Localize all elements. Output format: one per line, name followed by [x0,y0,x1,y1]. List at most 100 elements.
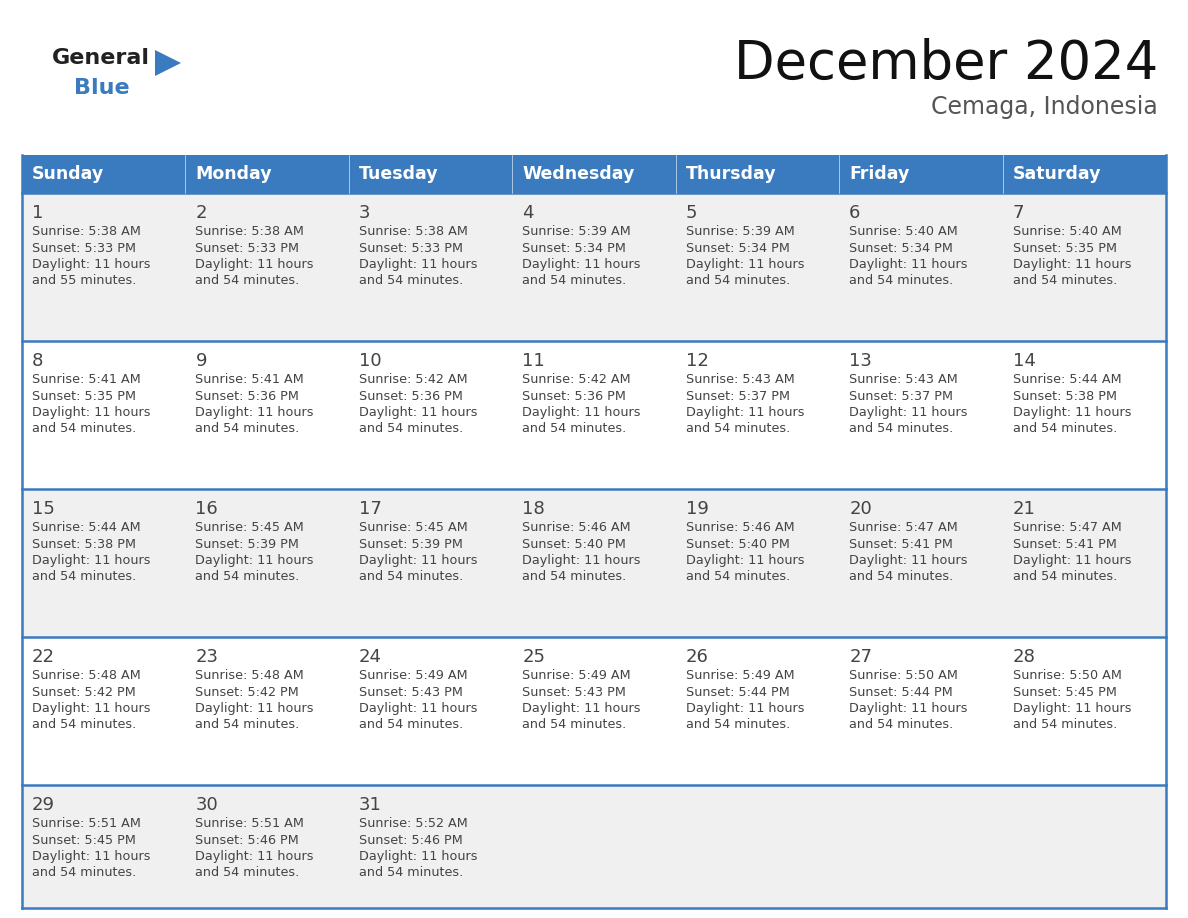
Text: and 54 minutes.: and 54 minutes. [849,570,954,584]
Text: and 54 minutes.: and 54 minutes. [1012,719,1117,732]
Text: Wednesday: Wednesday [523,165,634,183]
Text: Sunrise: 5:47 AM: Sunrise: 5:47 AM [1012,521,1121,534]
Text: Sunset: 5:40 PM: Sunset: 5:40 PM [523,538,626,551]
Text: Daylight: 11 hours: Daylight: 11 hours [523,554,640,567]
Text: Sunrise: 5:46 AM: Sunrise: 5:46 AM [523,521,631,534]
Text: Sunset: 5:43 PM: Sunset: 5:43 PM [359,686,463,699]
Bar [676,155,839,193]
Text: Sunrise: 5:42 AM: Sunrise: 5:42 AM [359,373,468,386]
Text: Daylight: 11 hours: Daylight: 11 hours [359,554,478,567]
Text: Sunrise: 5:46 AM: Sunrise: 5:46 AM [685,521,795,534]
Text: Daylight: 11 hours: Daylight: 11 hours [196,258,314,271]
Bar [23,637,1165,785]
Text: Sunrise: 5:49 AM: Sunrise: 5:49 AM [359,669,468,682]
Text: Sunset: 5:37 PM: Sunset: 5:37 PM [685,389,790,402]
Text: and 54 minutes.: and 54 minutes. [523,422,626,435]
Text: Sunset: 5:43 PM: Sunset: 5:43 PM [523,686,626,699]
Text: Sunset: 5:44 PM: Sunset: 5:44 PM [685,686,790,699]
Text: Sunrise: 5:42 AM: Sunrise: 5:42 AM [523,373,631,386]
Text: 14: 14 [1012,352,1036,370]
Text: 12: 12 [685,352,708,370]
Text: Sunrise: 5:50 AM: Sunrise: 5:50 AM [849,669,958,682]
Text: Blue: Blue [74,78,129,98]
Text: Sunrise: 5:52 AM: Sunrise: 5:52 AM [359,817,468,830]
Text: Daylight: 11 hours: Daylight: 11 hours [1012,406,1131,419]
Text: Sunset: 5:35 PM: Sunset: 5:35 PM [32,389,135,402]
Text: 3: 3 [359,204,371,222]
Bar [1003,155,1165,193]
Text: Sunset: 5:36 PM: Sunset: 5:36 PM [359,389,463,402]
Text: and 54 minutes.: and 54 minutes. [685,570,790,584]
Text: 27: 27 [849,648,872,666]
Text: and 54 minutes.: and 54 minutes. [359,867,463,879]
Text: and 54 minutes.: and 54 minutes. [1012,570,1117,584]
Text: Daylight: 11 hours: Daylight: 11 hours [1012,258,1131,271]
Text: and 54 minutes.: and 54 minutes. [196,570,299,584]
Text: 10: 10 [359,352,381,370]
Text: Cemaga, Indonesia: Cemaga, Indonesia [931,95,1158,119]
Text: Sunday: Sunday [32,165,105,183]
Text: Daylight: 11 hours: Daylight: 11 hours [685,554,804,567]
Text: 15: 15 [32,500,55,518]
Bar [23,155,185,193]
Text: Sunrise: 5:49 AM: Sunrise: 5:49 AM [685,669,795,682]
Text: and 54 minutes.: and 54 minutes. [196,719,299,732]
Text: Sunset: 5:34 PM: Sunset: 5:34 PM [523,241,626,254]
Text: December 2024: December 2024 [734,38,1158,90]
Text: 8: 8 [32,352,44,370]
Bar [23,785,1165,908]
Text: Sunrise: 5:38 AM: Sunrise: 5:38 AM [32,225,141,238]
Text: Sunrise: 5:41 AM: Sunrise: 5:41 AM [32,373,140,386]
Text: Thursday: Thursday [685,165,776,183]
Text: Tuesday: Tuesday [359,165,438,183]
Text: Daylight: 11 hours: Daylight: 11 hours [32,406,151,419]
Text: and 54 minutes.: and 54 minutes. [359,570,463,584]
Text: and 54 minutes.: and 54 minutes. [849,719,954,732]
Text: Daylight: 11 hours: Daylight: 11 hours [196,850,314,863]
Text: 24: 24 [359,648,381,666]
Text: 31: 31 [359,796,381,814]
Text: and 54 minutes.: and 54 minutes. [523,570,626,584]
Text: 23: 23 [196,648,219,666]
Text: 6: 6 [849,204,860,222]
Text: and 54 minutes.: and 54 minutes. [359,719,463,732]
Text: Sunrise: 5:39 AM: Sunrise: 5:39 AM [685,225,795,238]
Text: Daylight: 11 hours: Daylight: 11 hours [32,702,151,715]
Text: Sunset: 5:41 PM: Sunset: 5:41 PM [1012,538,1117,551]
Text: 20: 20 [849,500,872,518]
Text: and 54 minutes.: and 54 minutes. [685,422,790,435]
Text: Sunset: 5:45 PM: Sunset: 5:45 PM [1012,686,1117,699]
Text: 7: 7 [1012,204,1024,222]
Text: Sunset: 5:34 PM: Sunset: 5:34 PM [685,241,790,254]
Text: Sunset: 5:37 PM: Sunset: 5:37 PM [849,389,953,402]
Text: and 54 minutes.: and 54 minutes. [32,422,137,435]
Bar [23,341,1165,489]
Text: Sunset: 5:42 PM: Sunset: 5:42 PM [196,686,299,699]
Text: 22: 22 [32,648,55,666]
Text: Sunset: 5:39 PM: Sunset: 5:39 PM [196,538,299,551]
Text: Daylight: 11 hours: Daylight: 11 hours [359,258,478,271]
Text: Daylight: 11 hours: Daylight: 11 hours [685,702,804,715]
Text: Sunrise: 5:41 AM: Sunrise: 5:41 AM [196,373,304,386]
Text: Sunset: 5:44 PM: Sunset: 5:44 PM [849,686,953,699]
Text: and 54 minutes.: and 54 minutes. [196,422,299,435]
Text: 19: 19 [685,500,708,518]
Text: Daylight: 11 hours: Daylight: 11 hours [1012,702,1131,715]
Text: and 54 minutes.: and 54 minutes. [196,274,299,287]
Text: and 54 minutes.: and 54 minutes. [32,570,137,584]
Text: Sunrise: 5:38 AM: Sunrise: 5:38 AM [196,225,304,238]
Text: 21: 21 [1012,500,1036,518]
Text: 18: 18 [523,500,545,518]
Text: and 54 minutes.: and 54 minutes. [523,719,626,732]
Text: Sunrise: 5:44 AM: Sunrise: 5:44 AM [1012,373,1121,386]
Text: 13: 13 [849,352,872,370]
Bar [839,155,1003,193]
Text: Daylight: 11 hours: Daylight: 11 hours [849,702,968,715]
Text: Sunset: 5:46 PM: Sunset: 5:46 PM [196,834,299,846]
Text: 26: 26 [685,648,708,666]
Text: Sunrise: 5:39 AM: Sunrise: 5:39 AM [523,225,631,238]
Text: Sunset: 5:45 PM: Sunset: 5:45 PM [32,834,135,846]
Bar [185,155,349,193]
Text: Sunset: 5:41 PM: Sunset: 5:41 PM [849,538,953,551]
Text: Monday: Monday [196,165,272,183]
